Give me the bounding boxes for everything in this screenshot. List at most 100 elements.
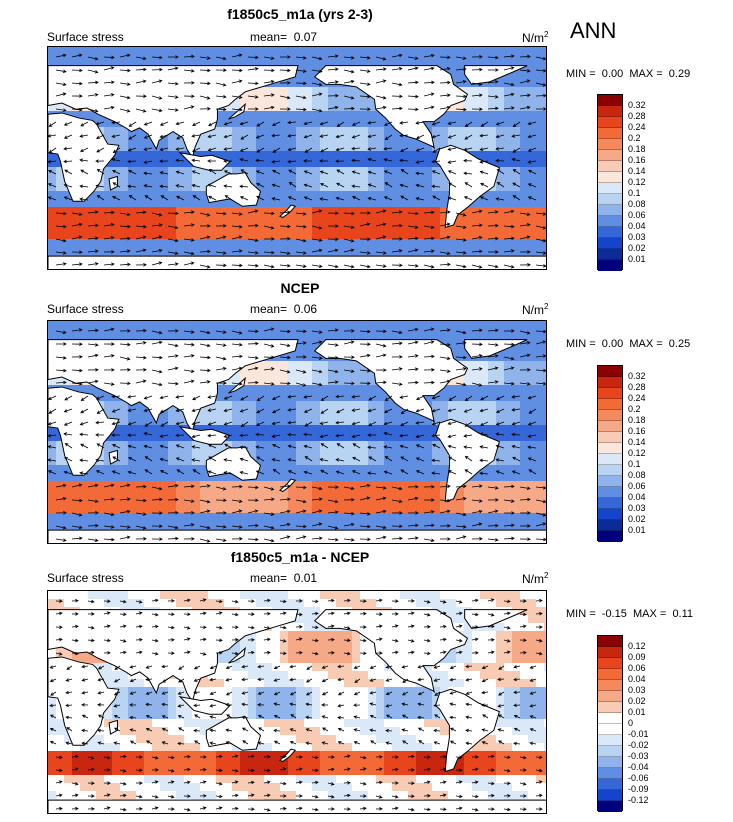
colorbar-swatch (598, 421, 622, 432)
colorbar-swatch (598, 669, 622, 680)
colorbar-swatch (598, 487, 622, 498)
colorbar-tick-label: 0.06 (628, 481, 646, 491)
panel-1-mean: mean= 0.07 (250, 30, 317, 44)
panel-2-minmax: MIN = 0.00 MAX = 0.25 (566, 338, 690, 350)
colorbar-swatch (598, 757, 622, 768)
land-outline (108, 719, 118, 735)
panel-1-min-value: 0.00 (601, 68, 624, 80)
panel-1-map (47, 46, 547, 270)
land-outline (178, 152, 231, 171)
panel-2-units: N/m2 (522, 302, 548, 317)
land-outline (228, 646, 246, 664)
colorbar-tick-label: 0.02 (628, 243, 646, 253)
land-outline (205, 446, 262, 481)
colorbar-tick-label: 0.01 (628, 254, 646, 264)
land-outline (48, 65, 299, 160)
panel-1-mean-label: mean= (250, 30, 288, 44)
colorbar-tick-label: 0.04 (628, 674, 646, 684)
panel-3-units-exp: 2 (544, 571, 549, 580)
panel-2-units-exp: 2 (544, 302, 549, 311)
colorbar-swatch (598, 139, 622, 150)
panel-3-min-label: MIN = (566, 608, 596, 620)
panel-3-max-label: MAX = (632, 608, 667, 620)
colorbar-tick-label: 0.16 (628, 426, 646, 436)
panel-2-min-value: 0.00 (601, 338, 624, 350)
colorbar-swatch (598, 205, 622, 216)
colorbar-swatch (598, 95, 622, 106)
colorbar-swatch (598, 410, 622, 421)
land-outline (178, 696, 231, 715)
land-outline (313, 65, 469, 150)
land-outline (48, 799, 546, 813)
colorbar-tick-label: 0.09 (628, 652, 646, 662)
colorbar-tick-label: 0.2 (628, 133, 641, 143)
colorbar-tick-label: 0.02 (628, 696, 646, 706)
colorbar-swatch (598, 194, 622, 205)
panel-2-variable: Surface stress (47, 302, 124, 316)
panel-1-variable: Surface stress (47, 30, 124, 44)
season-label: ANN (570, 18, 617, 43)
colorbar-swatch (598, 702, 622, 713)
colorbar-swatch (598, 117, 622, 128)
colorbar-tick-label: 0.16 (628, 155, 646, 165)
panel-2-map (47, 320, 547, 544)
colorbar-swatch (598, 161, 622, 172)
colorbar-swatch (598, 746, 622, 757)
colorbar-swatch (598, 790, 622, 801)
colorbar-tick-label: 0.06 (628, 663, 646, 673)
colorbar-swatch (598, 366, 622, 377)
colorbar-swatch (598, 691, 622, 702)
colorbar-swatch (598, 735, 622, 746)
panel-3-units-text: N/m (522, 572, 544, 586)
colorbar-swatch (598, 520, 622, 531)
panel-2-min-label: MIN = (566, 338, 596, 350)
colorbar-swatch (598, 216, 622, 227)
panel-1-title: f1850c5_m1a (yrs 2-3) (227, 6, 373, 22)
land-outline (313, 609, 469, 694)
land-outline (228, 376, 246, 394)
colorbar-swatch (598, 260, 622, 271)
colorbar-tick-label: 0.12 (628, 177, 646, 187)
colorbar-tick-label: 0.12 (628, 448, 646, 458)
colorbar-swatch (598, 465, 622, 476)
colorbar-tick-label: -0.02 (628, 740, 649, 750)
colorbar-swatch (598, 388, 622, 399)
colorbar-swatch (598, 249, 622, 260)
colorbar-tick-label: -0.12 (628, 795, 649, 805)
panel-3-mean: mean= 0.01 (250, 571, 317, 585)
colorbar-swatch (598, 768, 622, 779)
panel-3-variable: Surface stress (47, 571, 124, 585)
colorbar-tick-label: 0.18 (628, 415, 646, 425)
colorbar-swatch (598, 531, 622, 542)
land-outline (464, 609, 528, 629)
panel-1-max-value: 0.29 (668, 68, 691, 80)
colorbar-tick-label: 0.24 (628, 122, 646, 132)
colorbar-tick-label: 0.14 (628, 437, 646, 447)
colorbar-swatch (598, 801, 622, 812)
panel-1-mean-value: 0.07 (293, 30, 318, 44)
colorbar-tick-label: 0.12 (628, 641, 646, 651)
land-outline (205, 172, 262, 207)
panel-3-mean-value: 0.01 (293, 571, 318, 585)
panel-1-units: N/m2 (522, 30, 548, 45)
colorbar-swatch (598, 509, 622, 520)
colorbar-tick-label: 0.14 (628, 166, 646, 176)
panel-1-max-label: MAX = (629, 68, 663, 80)
panel-2-mean-value: 0.06 (293, 302, 318, 316)
colorbar-tick-label: 0.03 (628, 232, 646, 242)
colorbar-tick-label: 0.02 (628, 514, 646, 524)
panel-3-map (47, 590, 547, 814)
colorbar-tick-label: 0.03 (628, 685, 646, 695)
panel-1-map-svg (48, 47, 546, 269)
land-outline (48, 255, 546, 269)
colorbar-swatch (598, 647, 622, 658)
panel-3-units: N/m2 (522, 571, 548, 586)
colorbar-swatch (598, 432, 622, 443)
land-outline (279, 748, 297, 763)
panel-1-units-text: N/m (522, 31, 544, 45)
colorbar-tick-label: -0.03 (628, 751, 649, 761)
colorbar-swatch (598, 779, 622, 790)
colorbar-tick-label: 0.06 (628, 210, 646, 220)
land-outline (48, 386, 120, 476)
colorbar-swatch (598, 172, 622, 183)
